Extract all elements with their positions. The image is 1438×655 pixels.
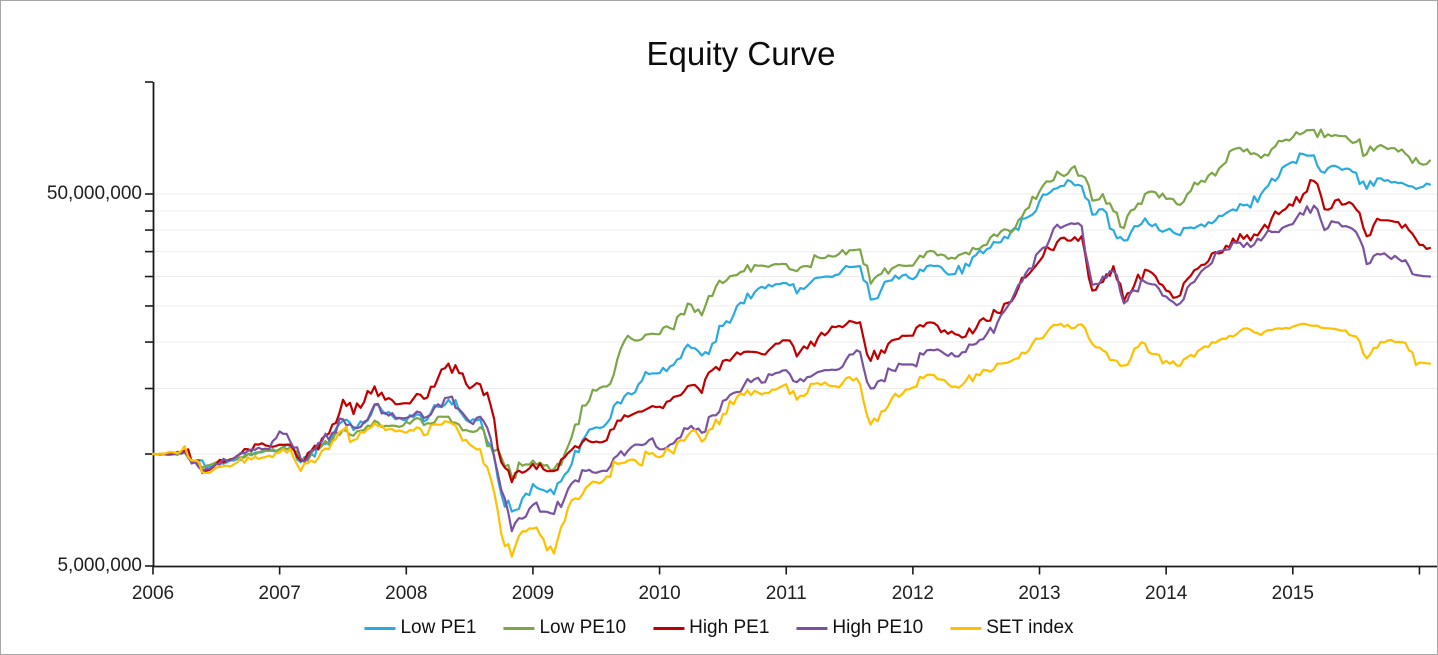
legend-label-low-pe10: Low PE10 (539, 617, 627, 638)
legend-item-low-pe10: Low PE10 (503, 617, 626, 639)
y-axis-label: 50,000,000 (47, 183, 142, 204)
x-axis-label: 2013 (1018, 583, 1060, 604)
x-axis-label: 2014 (1145, 583, 1188, 604)
x-axis-label: 2011 (766, 583, 807, 604)
legend-swatch-low-pe1 (364, 626, 396, 630)
legend-swatch-low-pe10 (503, 626, 535, 630)
legend-item-high-pe10: High PE10 (796, 617, 923, 639)
series-line-set-index (151, 322, 1432, 558)
legend-item-high-pe1: High PE1 (653, 617, 769, 639)
x-axis-label: 2010 (638, 583, 680, 604)
series-line-high-pe10 (151, 204, 1432, 533)
legend-item-set-index: SET index (950, 617, 1074, 639)
x-axis-label: 2009 (512, 583, 554, 604)
x-axis-label: 2007 (259, 583, 301, 604)
x-axis-label: 2015 (1272, 583, 1314, 604)
legend-swatch-set-index (950, 626, 982, 630)
chart-title: Equity Curve (646, 35, 836, 72)
y-axis-label: 5,000,000 (57, 555, 142, 576)
legend-label-high-pe1: High PE1 (689, 617, 770, 638)
series-line-low-pe10 (151, 128, 1432, 480)
legend-swatch-high-pe10 (796, 626, 828, 630)
legend-label-low-pe1: Low PE1 (400, 617, 477, 638)
x-axis-label: 2012 (892, 583, 934, 604)
legend-label-set-index: SET index (986, 617, 1074, 638)
x-axis-label: 2006 (132, 583, 174, 604)
legend-item-low-pe1: Low PE1 (364, 617, 476, 639)
legend-swatch-high-pe1 (653, 626, 685, 630)
x-axis-label: 2008 (385, 583, 427, 604)
legend: Low PE1 Low PE10 High PE1 High PE10 SET … (364, 617, 1074, 639)
legend-label-high-pe10: High PE10 (832, 617, 924, 638)
